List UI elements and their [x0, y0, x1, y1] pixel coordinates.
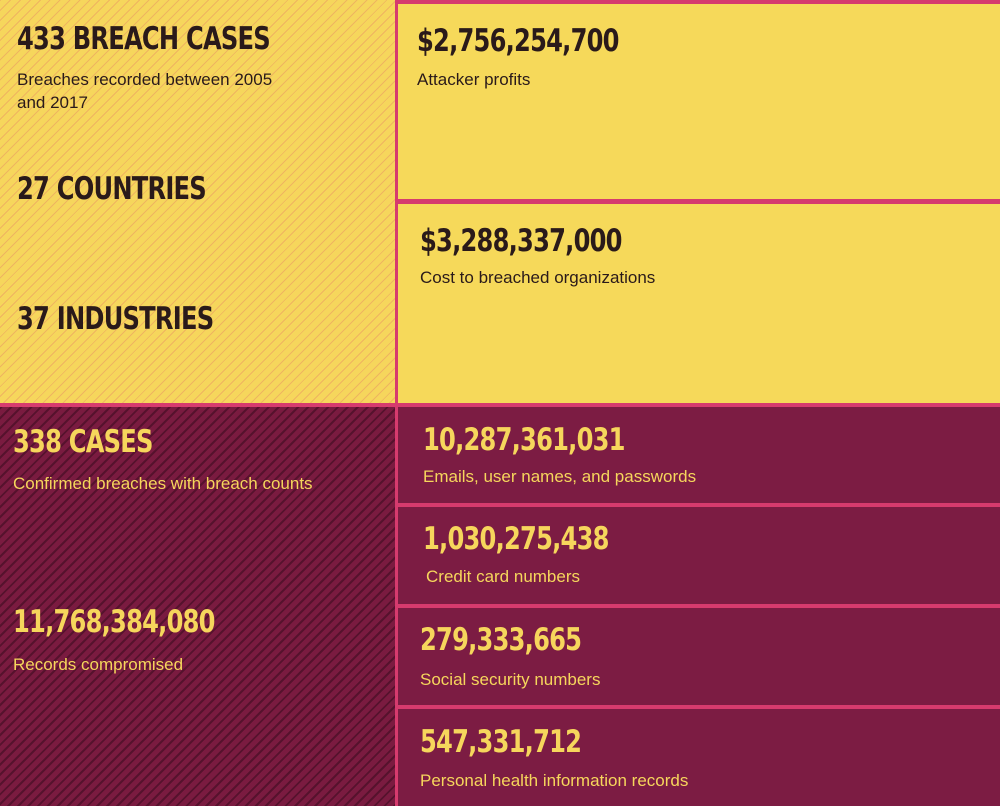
breach-cases-count: 433 BREACH CASES [17, 21, 271, 57]
breach-cost-label: Cost to breached organizations [420, 268, 656, 287]
credit-cards-value: 1,030,275,438 [423, 521, 609, 557]
ssn-label: Social security numbers [420, 670, 601, 689]
industries-count: 37 INDUSTRIES [17, 301, 214, 337]
attacker-profits-value: $2,756,254,700 [417, 23, 619, 59]
records-compromised-count: 11,768,384,080 [13, 604, 215, 640]
health-records-value: 547,331,712 [420, 724, 582, 760]
emails-label: Emails, user names, and passwords [423, 467, 697, 486]
credit-cards-label: Credit card numbers [426, 567, 581, 586]
breach-cases-label: Breaches recorded between 2005 and 2017 [17, 70, 273, 112]
records-compromised-label: Records compromised [13, 655, 184, 674]
attacker-profits-panel: $2,756,254,700 Attacker profits [398, 4, 1000, 199]
emails-panel: 10,287,361,031 Emails, user names, and p… [398, 407, 1000, 503]
health-records-panel: 547,331,712 Personal health information … [398, 709, 1000, 806]
breach-cost-value: $3,288,337,000 [420, 223, 622, 259]
countries-count: 27 COUNTRIES [17, 171, 207, 207]
confirmed-cases-label: Confirmed breaches with breach counts [13, 474, 313, 493]
health-records-label: Personal health information records [420, 771, 689, 790]
confirmed-cases-count: 338 CASES [13, 424, 153, 460]
ssn-value: 279,333,665 [420, 622, 582, 658]
breach-cost-panel: $3,288,337,000 Cost to breached organiza… [398, 204, 1000, 403]
ssn-panel: 279,333,665 Social security numbers [398, 608, 1000, 705]
overview-panel: 433 BREACH CASES Breaches recorded betwe… [0, 0, 395, 403]
confirmed-panel: 338 CASES Confirmed breaches with breach… [0, 407, 395, 806]
credit-cards-panel: 1,030,275,438 Credit card numbers [398, 507, 1000, 604]
attacker-profits-label: Attacker profits [417, 70, 531, 89]
emails-value: 10,287,361,031 [423, 422, 625, 458]
